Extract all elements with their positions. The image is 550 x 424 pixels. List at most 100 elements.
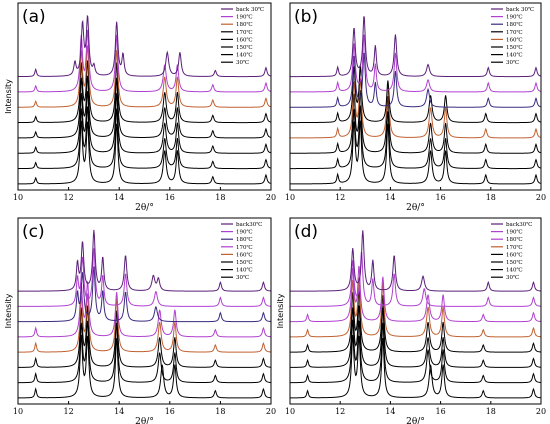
series-line-7 [289,319,542,384]
legend-label: 140℃ [506,52,523,59]
series-line-2 [18,248,272,307]
legend-label: 180℃ [506,21,523,28]
legend-label: 160℃ [236,36,253,43]
x-axis-label: 2θ/° [406,417,425,424]
legend-label: 180℃ [506,236,523,243]
x-tick-label: 18 [486,193,496,202]
legend-label: 140℃ [236,52,253,59]
legend-label: 190℃ [236,14,253,21]
legend-label: 140℃ [236,267,253,274]
legend-label: 140℃ [506,267,523,274]
legend-label: 30℃ [236,59,249,66]
series-line-3 [18,44,272,108]
x-tick-label: 20 [266,407,276,416]
series-line-7 [17,320,272,384]
legend-label: 30℃ [506,59,519,66]
series-line-8 [17,120,272,185]
x-axis-label: 2θ/° [135,417,154,424]
x-tick-label: 20 [536,193,546,202]
legend-label: 190℃ [236,229,253,236]
legend-label: 190℃ [506,14,523,21]
series-line-3 [290,52,542,108]
x-tick-label: 14 [385,193,395,202]
chart-panel-1: 10 12 14 16 18 20 2θ/° Intensity (a) back 30℃190℃… [4,2,276,213]
series-line-6 [18,90,272,154]
x-tick-label: 14 [114,407,124,416]
legend-label: 150℃ [236,259,253,266]
series-line-3 [290,265,542,323]
series-line-1 [290,230,542,292]
x-tick-label: 10 [285,407,295,416]
x-tick-label: 10 [13,407,23,416]
x-tick-label: 16 [165,193,175,202]
legend-label: 150℃ [236,44,253,51]
series-line-7 [290,105,542,170]
series-line-6 [290,304,542,368]
x-tick-label: 18 [215,407,225,416]
series-line-2 [290,252,542,307]
legend-label: 160℃ [506,36,523,43]
legend-label: 170℃ [236,244,253,251]
series-line-4 [290,277,542,338]
x-axis-label: 2θ/° [406,203,425,213]
legend-label: 180℃ [236,21,253,28]
legend-label: back 30℃ [506,6,534,13]
panel-label: (c) [22,222,45,242]
plot-frame [17,2,272,191]
legend-label: 30℃ [236,274,249,281]
y-axis-label: Intensity [4,79,13,114]
series-line-6 [18,305,272,368]
legend-label: 150℃ [506,259,523,266]
legend-label: 180℃ [236,236,253,243]
series-line-3 [18,266,272,323]
series-line-2 [17,29,272,93]
series-line-5 [289,289,542,353]
series-line-1 [18,229,272,292]
x-tick-label: 16 [165,407,175,416]
series-line-4 [18,280,272,338]
panel-label: (d) [294,222,318,242]
x-tick-label: 18 [486,407,496,416]
legend-label: 170℃ [506,244,523,251]
legend-label: 160℃ [236,251,253,258]
x-tick-label: 16 [436,407,446,416]
legend-label: 190℃ [506,229,523,236]
series-line-4 [18,59,272,124]
series-line-5 [17,292,272,353]
x-tick-label: 12 [335,407,345,416]
legend-label: 160℃ [506,251,523,258]
series-line-1 [18,14,272,78]
x-tick-label: 16 [436,193,446,202]
panel-label: (b) [294,7,318,27]
series-line-5 [17,75,272,139]
legend-label: 170℃ [236,29,253,36]
x-tick-label: 10 [285,193,295,202]
x-tick-label: 20 [266,193,276,202]
x-tick-label: 14 [385,407,395,416]
series-line-8 [17,335,272,399]
x-tick-label: 14 [114,193,124,202]
y-axis-label: Intensity [4,293,13,328]
series-line-1 [290,16,542,78]
legend-label: 170℃ [506,29,523,36]
x-tick-label: 12 [64,407,74,416]
series-line-7 [18,105,272,170]
plot-frame [289,2,542,191]
series-line-2 [289,34,542,93]
series-line-5 [290,77,542,139]
series-line-8 [290,120,542,185]
legend-label: back30℃ [236,221,262,228]
y-axis-label: Intensity [276,293,285,328]
series-line-8 [290,335,542,399]
x-tick-label: 10 [13,193,23,202]
x-axis-label: 2θ/° [135,203,154,213]
series-line-6 [290,90,542,154]
legend-label: 150℃ [506,44,523,51]
legend-label: back 30℃ [236,6,264,13]
